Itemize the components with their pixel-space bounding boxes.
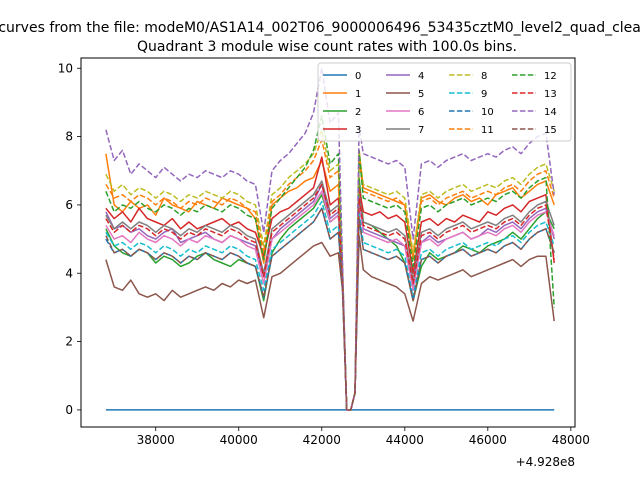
- figure-suptitle: Lightcurves from the file: modeM0/AS1A14…: [0, 20, 640, 36]
- series-line-5: [105, 234, 555, 411]
- legend-label: 12: [544, 71, 557, 82]
- legend-label: 6: [418, 107, 424, 118]
- y-tick-label: 2: [65, 335, 73, 349]
- legend-label: 2: [355, 107, 361, 118]
- y-ticks: 0 2 4 6 8 10: [58, 61, 81, 417]
- series-line-14: [105, 67, 555, 411]
- x-tick-label: 40000: [220, 433, 258, 447]
- legend-label: 4: [418, 71, 424, 82]
- legend-label: 9: [481, 89, 487, 100]
- legend-label: 13: [544, 89, 557, 100]
- legend-label: 0: [355, 71, 361, 82]
- legend-label: 11: [481, 125, 494, 136]
- legend-label: 14: [544, 107, 557, 118]
- y-tick-label: 4: [65, 266, 73, 280]
- series-line-11: [105, 139, 555, 411]
- y-tick-label: 0: [65, 403, 73, 417]
- x-tick-label: 42000: [303, 433, 341, 447]
- series-layer: [105, 67, 555, 411]
- x-offset-label: +4.928e8: [516, 455, 575, 469]
- legend-label: 3: [355, 125, 361, 136]
- legend-box: [317, 62, 572, 142]
- x-tick-label: 46000: [469, 433, 507, 447]
- series-line-13: [105, 183, 555, 411]
- legend-label: 1: [355, 89, 361, 100]
- x-tick-label: 44000: [386, 433, 424, 447]
- series-line-15: [105, 207, 555, 411]
- chart-title: Quadrant 3 module wise count rates with …: [137, 39, 517, 55]
- y-tick-label: 10: [58, 61, 73, 75]
- plot-frame: [80, 57, 576, 428]
- y-tick-label: 6: [65, 198, 73, 212]
- x-ticks: 38000 40000 42000 44000 46000 48000: [137, 427, 590, 447]
- legend-label: 8: [481, 71, 487, 82]
- legend-label: 7: [418, 125, 424, 136]
- y-tick-label: 8: [65, 130, 73, 144]
- x-tick-label: 48000: [552, 433, 590, 447]
- legend-label: 15: [544, 125, 557, 136]
- x-tick-label: 38000: [137, 433, 175, 447]
- legend-label: 10: [481, 107, 494, 118]
- legend-label: 5: [418, 89, 424, 100]
